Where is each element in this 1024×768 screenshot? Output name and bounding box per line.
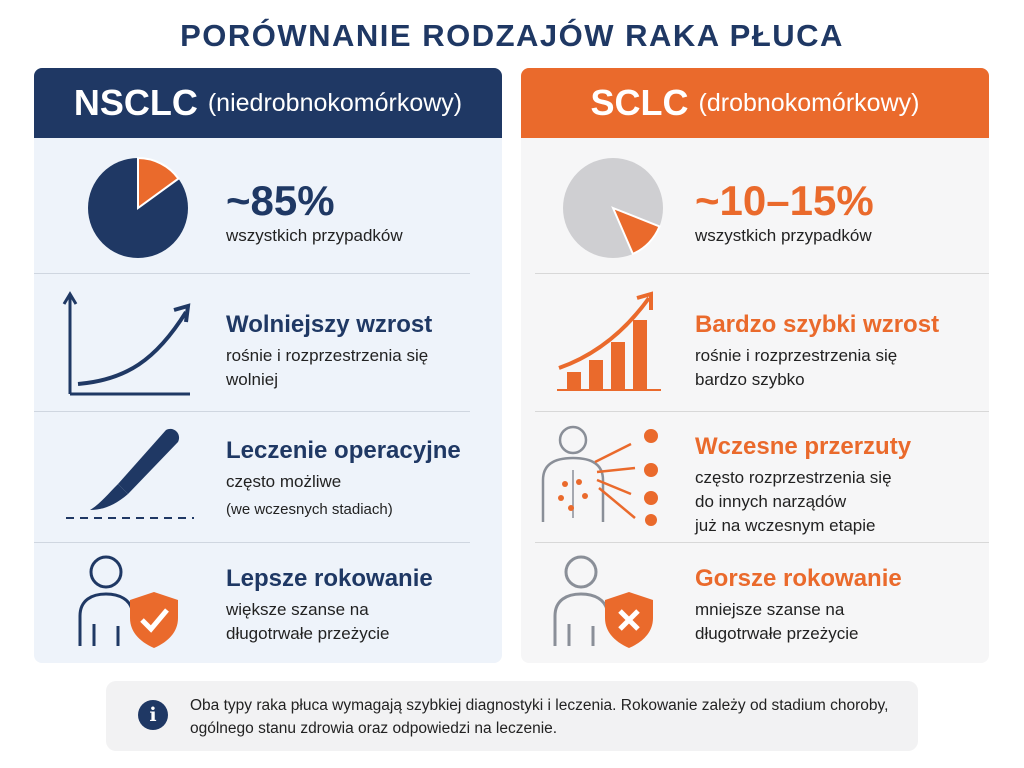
sclc-growth-line2: bardzo szybko <box>695 370 805 389</box>
nsclc-growth-line2: wolniej <box>226 370 278 389</box>
divider <box>535 542 989 543</box>
divider <box>34 273 470 274</box>
body-metastasis-icon <box>541 425 658 526</box>
person-shield-check-icon <box>78 555 178 648</box>
nsclc-pie-slice <box>137 156 180 210</box>
nsclc-abbr: NSCLC <box>73 82 198 123</box>
nsclc-share-value: ~85% <box>226 177 335 224</box>
rising-bars-icon <box>557 291 661 391</box>
sclc-share-value: ~10–15% <box>695 177 874 224</box>
nsclc-surgery-line1: często możliwe <box>226 472 342 491</box>
sclc-growth-line1: rośnie i rozprzestrzenia się <box>695 346 898 365</box>
sclc-metastasis-line1: często rozprzestrzenia się <box>695 468 892 487</box>
nsclc-share-label: wszystkich przypadków <box>226 226 403 245</box>
sclc-prognosis-head: Gorsze rokowanie <box>695 565 902 592</box>
sclc-share-label: wszystkich przypadków <box>695 226 872 245</box>
sclc-prognosis-line2: długotrwałe przeżycie <box>695 624 859 643</box>
sclc-growth-head: Bardzo szybki wzrost <box>695 311 940 338</box>
sclc-metastasis-head: Wczesne przerzuty <box>695 433 912 460</box>
nsclc-panel: NSCLC (niedrobnokomórkowy) ~85% wszystki… <box>34 68 502 663</box>
divider <box>34 411 470 412</box>
sclc-prognosis-line1: mniejsze szanse na <box>695 600 845 619</box>
scalpel-icon <box>66 428 194 519</box>
nsclc-prognosis-line2: długotrwałe przeżycie <box>226 624 390 643</box>
nsclc-growth-line1: rośnie i rozprzestrzenia się <box>226 346 429 365</box>
nsclc-prognosis-line1: większe szanse na <box>226 600 369 619</box>
info-box: i Oba typy raka płuca wymagają szybkiej … <box>106 681 918 751</box>
nsclc-growth-head: Wolniejszy wzrost <box>226 311 433 338</box>
person-shield-x-icon <box>553 555 653 648</box>
sclc-abbr: SCLC <box>590 82 689 123</box>
nsclc-surgery-head: Leczenie operacyjne <box>226 437 461 464</box>
sclc-header: SCLC (drobnokomórkowy) <box>521 68 989 138</box>
sclc-metastasis-line3: już na wczesnym etapie <box>695 516 876 535</box>
info-text: Oba typy raka płuca wymagają szybkiej di… <box>190 697 889 737</box>
sclc-metastasis-line2: do innych narządów <box>695 492 847 511</box>
nsclc-prognosis-head: Lepsze rokowanie <box>226 565 433 592</box>
nsclc-surgery-line2: (we wczesnych stadiach) <box>226 501 393 518</box>
nsclc-name: (niedrobnokomórkowy) <box>207 88 463 117</box>
nsclc-pie-chart-icon <box>88 156 188 258</box>
nsclc-header: NSCLC (niedrobnokomórkowy) <box>34 68 502 138</box>
divider <box>535 411 989 412</box>
info-icon: i <box>138 700 168 730</box>
sclc-panel: SCLC (drobnokomórkowy) ~10–15% wszystkic… <box>521 68 989 663</box>
sclc-pie-slice <box>611 206 661 256</box>
page-title: PORÓWNANIE RODZAJÓW RAKA PŁUCA <box>180 18 844 53</box>
divider <box>535 273 989 274</box>
sclc-pie-chart-icon <box>563 158 663 258</box>
sclc-name: (drobnokomórkowy) <box>698 88 920 117</box>
divider <box>34 542 470 543</box>
rising-curve-icon <box>62 291 191 396</box>
